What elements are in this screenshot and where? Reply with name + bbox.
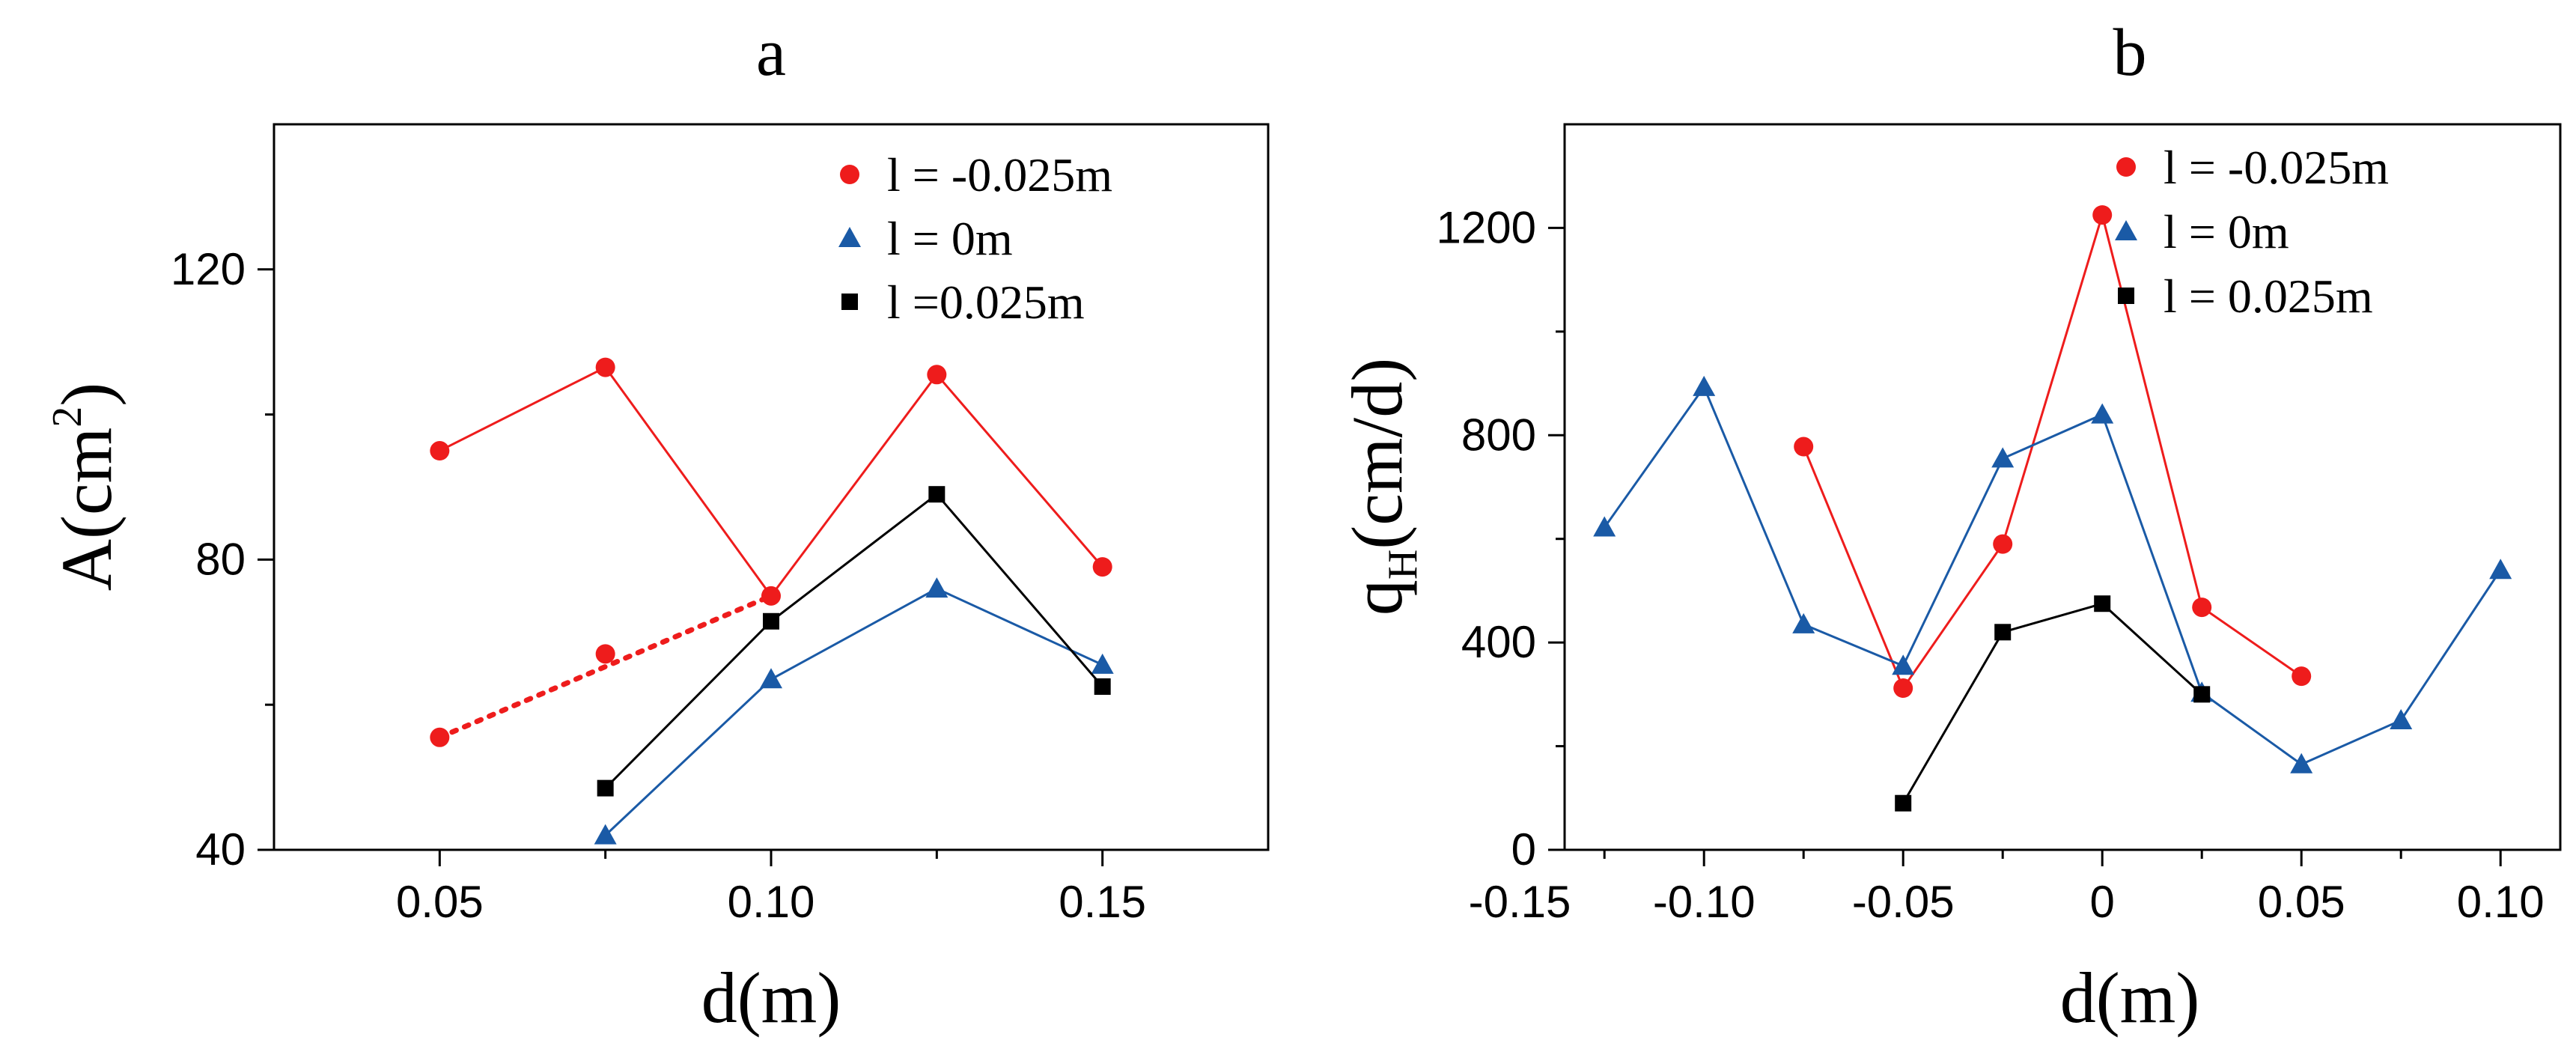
panel-a-legend-label-1: l = 0m: [887, 212, 1013, 265]
panel-a-series-1-point: [1091, 653, 1114, 674]
panel-b-series-2-point: [2193, 686, 2211, 703]
panel-a-ticks: 0.05 0.10 0.15 40 80 120: [171, 244, 1146, 927]
panel-b-series-0-point: [2192, 598, 2212, 618]
panel-a-title: a: [756, 16, 786, 90]
panel-a-series-0-point: [595, 357, 615, 377]
panel-b-series-1-point: [2390, 708, 2413, 729]
panel-b-xtick-label: 0.10: [2457, 877, 2545, 927]
panel-a-ytick-label: 40: [195, 824, 246, 875]
panel-b-legend-marker-1: [2115, 220, 2137, 240]
panel-a-series-2-point: [928, 486, 946, 503]
panel-b-series: [1593, 205, 2512, 812]
panel-a-legend: l = -0.025m l = 0m l =0.025m: [838, 148, 1112, 329]
panel-a-legend-marker-0: [840, 165, 859, 184]
panel-a-ytick-label: 80: [195, 534, 246, 584]
panel-b-ytick-label: 1200: [1437, 202, 1536, 252]
panel-b-legend: l = -0.025m l = 0m l = 0.025m: [2115, 141, 2389, 323]
panel-a-series: [430, 357, 1114, 845]
svg-text:A(cm2): A(cm2): [44, 383, 127, 592]
panel-a-legend-label-2: l =0.025m: [887, 276, 1085, 329]
panel-b-series-0-point: [1794, 437, 1814, 457]
panel-a-xtick-label: 0.05: [396, 877, 484, 927]
panel-b-legend-label-2: l = 0.025m: [2164, 270, 2373, 323]
panel-b-legend-label-1: l = 0m: [2164, 205, 2289, 258]
panel-b-xlabel: d(m): [2060, 958, 2200, 1038]
panel-b-ylabel: qH(cm/d): [1337, 358, 1426, 615]
panel-a-series-1-point: [925, 577, 949, 598]
panel-a-series-0-extra-point: [595, 644, 615, 664]
panel-b-series-1-point: [2290, 752, 2313, 773]
panel-b-series-0-point: [2092, 205, 2113, 225]
panel-b-ytick-label: 400: [1461, 617, 1536, 667]
panel-b-ylabel-main: q: [1337, 580, 1417, 615]
panel-b-series-1-point: [1593, 516, 1616, 537]
panel-b-series-1-point: [2091, 403, 2114, 424]
panel-b-ylabel-sub: H: [1380, 550, 1426, 580]
panel-a-series-0-point: [761, 586, 781, 606]
panel-b-series-1-point: [1693, 375, 1716, 396]
panel-b-series-1-point: [2489, 559, 2512, 580]
panel-a-series-1-point: [594, 824, 617, 845]
panel-b-series-1-point: [1892, 654, 1915, 675]
panel-b-frame: [1563, 123, 2562, 851]
panel-b-legend-marker-0: [2116, 157, 2136, 177]
panel-a-series-2-line: [604, 493, 1103, 789]
panel-a-series-0-point: [927, 365, 947, 385]
panel-a-series-0-point: [430, 441, 450, 461]
panel-a-series-2-point: [763, 612, 779, 630]
panel-b-legend-marker-2: [2118, 288, 2134, 304]
panel-a-frame: [272, 123, 1270, 851]
panel-a-ytick-label: 120: [171, 244, 246, 294]
panel-a-series-0-point: [1092, 557, 1112, 577]
panel-a-xtick-label: 0.15: [1059, 877, 1146, 927]
panel-a-xlabel: d(m): [701, 958, 841, 1038]
panel-a-legend-label-0: l = -0.025m: [887, 148, 1112, 201]
panel-b-series-2-point: [1895, 794, 1912, 812]
panel-a-series-1-line: [604, 587, 1103, 836]
panel-b-series-1-point: [1991, 447, 2015, 468]
panel-b-series-2-point: [2094, 595, 2111, 612]
panel-a-series-0-line: [439, 365, 1103, 598]
panel-b-title: b: [2113, 16, 2147, 90]
panel-a-series-0-dotted-line: [436, 593, 774, 741]
panel-b-ylabel-rest: (cm/d): [1337, 358, 1417, 550]
svg-text:qH(cm/d): qH(cm/d): [1337, 358, 1426, 615]
panel-b-series-0-point: [2292, 666, 2312, 687]
panel-b-xtick-label: 0.05: [2258, 877, 2345, 927]
panel-a-xtick-label: 0.10: [728, 877, 815, 927]
panel-b-series-0-point: [1993, 534, 2013, 554]
panel-a-series-0-extra-point: [430, 727, 450, 747]
panel-b-xtick-label: -0.05: [1852, 877, 1955, 927]
panel-a-series-2-point: [597, 779, 614, 797]
panel-a-ylabel-sup: 2: [44, 407, 91, 428]
panel-a-legend-marker-1: [838, 227, 861, 247]
panel-b-series-1-line: [1603, 384, 2502, 766]
panel-b-xtick-label: 0: [2090, 877, 2115, 927]
panel-b-series-0-line: [1802, 210, 2303, 691]
panel-b-series-2-line: [1901, 602, 2203, 804]
panel-a-ylabel-close: ): [46, 383, 127, 407]
panel-b: b -0.15 -0.10 -0.05 0 0.05 0.10 0 400 800 1200 d(…: [1337, 16, 2562, 1038]
panel-b-xtick-label: -0.15: [1469, 877, 1571, 927]
panel-a-legend-marker-2: [841, 294, 858, 310]
panel-b-ticks: -0.15 -0.10 -0.05 0 0.05 0.10 0 400 800 1200: [1437, 202, 2545, 927]
panel-b-xtick-label: -0.10: [1653, 877, 1756, 927]
panel-a-ylabel-main: A(cm: [46, 428, 127, 592]
panel-b-series-0-point: [1893, 678, 1913, 699]
panel-b-ytick-label: 0: [1511, 824, 1536, 875]
panel-a: a 0.05 0.10 0.15 40 80 120 d(m) A(cm2) l = -0…: [44, 16, 1270, 1038]
panel-b-legend-label-0: l = -0.025m: [2164, 141, 2389, 194]
panel-b-series-1-point: [1792, 612, 1815, 633]
panel-b-series-2-point: [1994, 624, 2012, 641]
panel-b-ytick-label: 800: [1461, 410, 1536, 460]
panel-a-ylabel: A(cm2): [44, 383, 127, 592]
panel-a-series-2-point: [1094, 678, 1111, 695]
panel-a-series-1-point: [760, 668, 782, 689]
